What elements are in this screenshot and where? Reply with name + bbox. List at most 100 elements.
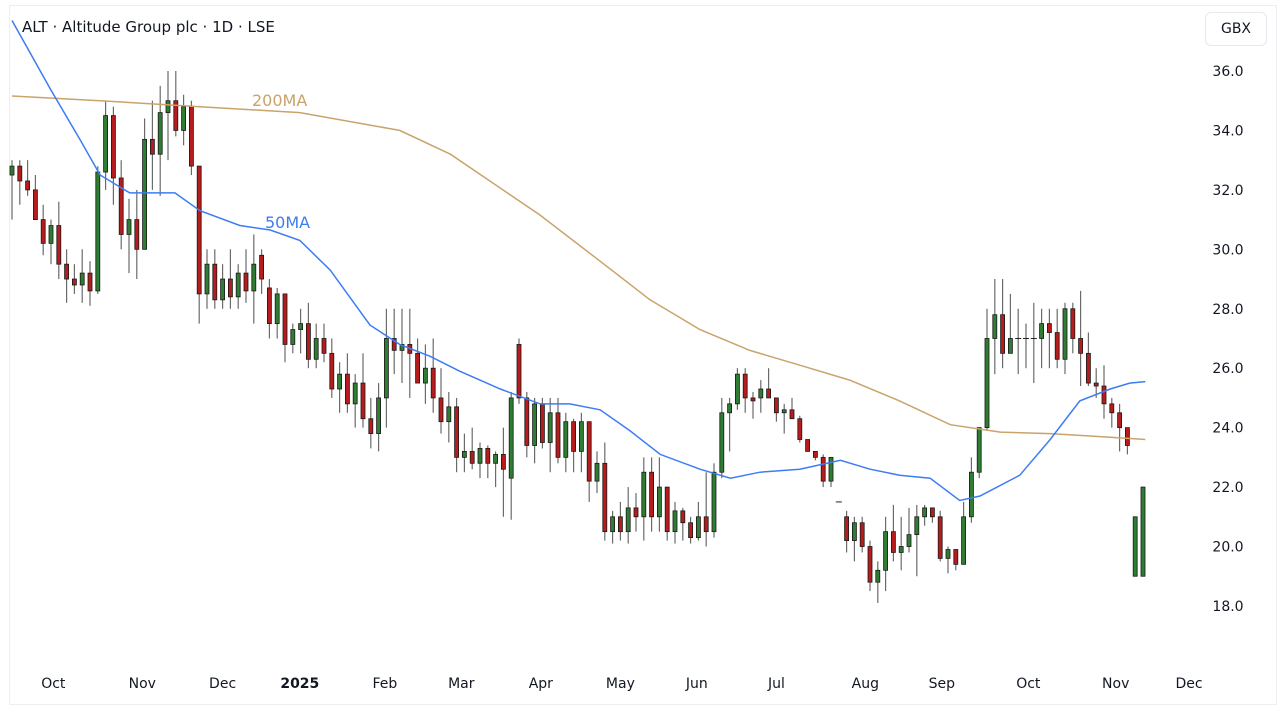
x-tick-label: Sep [929, 676, 956, 692]
candle [360, 353, 366, 428]
candle [469, 427, 475, 470]
candle-body-down [469, 451, 475, 464]
candle-body-down [368, 418, 374, 434]
candle [657, 457, 662, 532]
candle [56, 201, 62, 280]
candle-body-up [1008, 338, 1013, 354]
candle-body-down [1109, 403, 1115, 414]
candle [344, 353, 350, 413]
candle-body-up [142, 138, 148, 250]
candle [1086, 332, 1091, 387]
x-tick-label: Dec [209, 676, 236, 692]
candle-body-up [290, 329, 296, 345]
time-axis[interactable]: Oct Nov Dec 2025 Feb Mar Apr May Jun Jul Aug Sep Oct… [41, 676, 1202, 692]
candle-body-up [157, 112, 163, 155]
candle-body-up [376, 397, 382, 434]
candle [945, 546, 951, 574]
candle-body-up [95, 171, 101, 292]
candle-body-up [274, 293, 280, 325]
candle-body-down [930, 507, 935, 518]
candle [1030, 302, 1037, 384]
candle [17, 160, 23, 205]
candle-body-up [657, 486, 662, 518]
candle-body-down [1047, 323, 1052, 333]
x-tick-label: May [606, 676, 635, 692]
candle [477, 442, 483, 479]
candle-body-down [618, 516, 623, 533]
y-tick-label: 26.0 [1212, 361, 1243, 377]
candle-body-up [1132, 516, 1138, 577]
chart-frame [9, 5, 1277, 705]
candle-body-down [766, 388, 771, 399]
candle [9, 160, 15, 220]
candle-body-down [1101, 385, 1107, 405]
x-tick-label: Aug [852, 676, 879, 692]
candle-body-down [1000, 314, 1005, 354]
candle-body-down [867, 546, 873, 583]
candle-body-down [586, 421, 592, 482]
candle [1140, 486, 1146, 577]
candle [992, 279, 998, 375]
candle [672, 501, 678, 544]
x-tick-label: Feb [372, 676, 397, 692]
candle [337, 362, 343, 413]
candle-body-up [337, 373, 343, 390]
candle-body-down [1093, 382, 1099, 387]
candle-body-down [282, 293, 288, 345]
price-axis[interactable]: 36.0 34.0 32.0 30.0 28.0 26.0 24.0 22.0 20.0 18.0 [1212, 64, 1243, 615]
candle [789, 397, 795, 420]
candle-body-down [40, 219, 46, 244]
candle [742, 368, 748, 413]
candle-body-up [446, 406, 452, 423]
candle [72, 264, 77, 294]
candle [298, 308, 304, 354]
candle-body-down [844, 516, 849, 541]
candle-body-down [953, 549, 959, 565]
candle [376, 383, 382, 452]
currency-button[interactable]: GBX [1205, 12, 1267, 46]
candle [430, 338, 436, 413]
candle-body-down [1125, 427, 1130, 446]
candle [321, 323, 327, 363]
candle-body-down [742, 373, 748, 399]
candle-body-down [540, 403, 545, 443]
candle [103, 100, 108, 190]
candle-body-down [149, 138, 155, 155]
candle-body-up [204, 263, 210, 295]
candle [664, 486, 670, 541]
candle-body-down [72, 278, 77, 286]
candle-body-down [25, 180, 31, 191]
candle [922, 504, 927, 526]
candle [852, 516, 857, 562]
candle-body-down [17, 165, 23, 182]
candle [204, 249, 210, 309]
x-tick-label: Dec [1175, 676, 1202, 692]
candle-body-down [602, 462, 608, 533]
candle-body-up [976, 427, 982, 473]
candle [266, 279, 272, 339]
candle-body-up [727, 403, 732, 414]
candle [149, 100, 155, 190]
candle [485, 445, 491, 479]
candle [1039, 308, 1044, 369]
candle-body-up [579, 421, 584, 452]
candle [454, 397, 460, 473]
candle [735, 368, 740, 410]
candle-body-down [813, 451, 818, 458]
y-tick-label: 36.0 [1212, 64, 1243, 80]
candle [594, 451, 600, 494]
candle [1023, 323, 1029, 369]
candle-body-up [383, 338, 389, 399]
candle [711, 463, 717, 538]
candle-body-down [750, 397, 756, 402]
candle-body-up [352, 382, 358, 405]
candle [867, 540, 873, 592]
candle-body-up [477, 448, 483, 464]
ma50-label: 50MA [265, 213, 310, 232]
candle-body-up [235, 272, 241, 298]
candle-body-up [165, 100, 171, 114]
candle [142, 118, 148, 250]
candle-body-down [438, 397, 444, 423]
candle-body-up [1062, 308, 1068, 360]
